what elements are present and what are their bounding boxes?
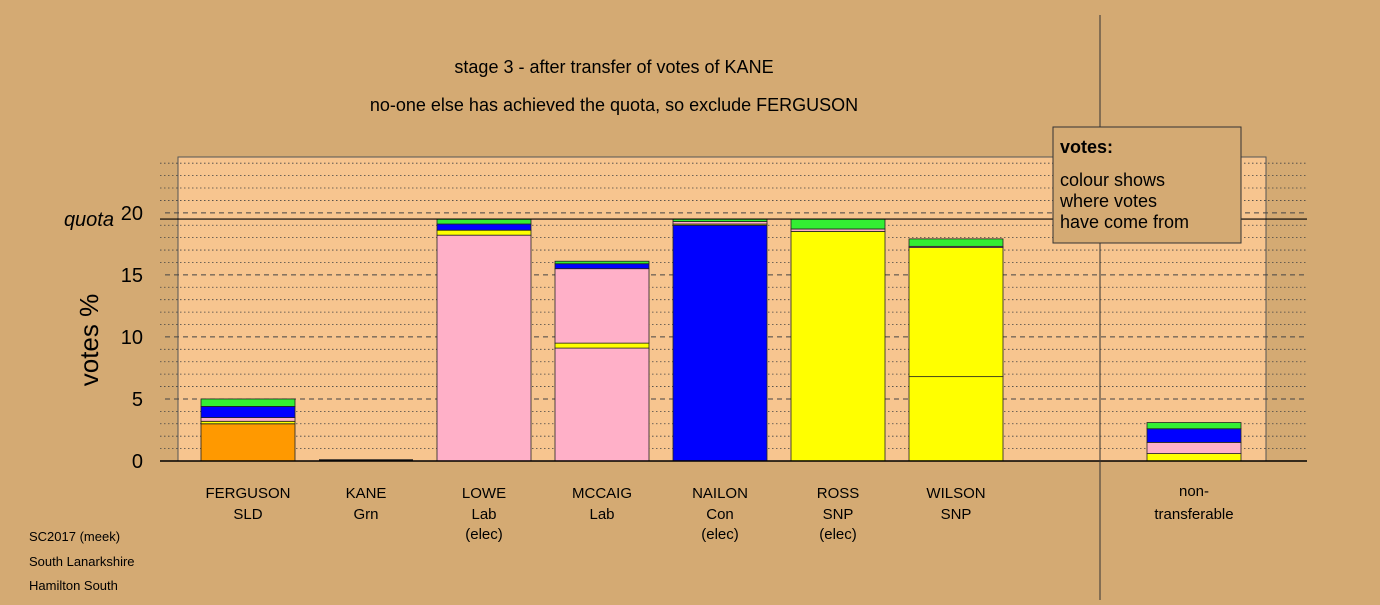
bar-wilson-segment-snp [908,247,1004,378]
x-label-name: NAILON [692,485,748,502]
x-label-elected: (elec) [701,526,739,543]
bar-lowe-segment-con [436,223,532,231]
x-label-party: Grn [353,506,378,523]
y-tick-label: 10 [121,327,143,349]
footer-line-1: SC2017 (meek) [29,529,120,544]
legend-line-3: have come from [1060,212,1189,232]
x-label-nontransferable-1: non- [1179,483,1209,500]
chart-title-line1: stage 3 - after transfer of votes of KAN… [454,57,773,77]
x-label-name: ROSS [817,485,860,502]
bar-ross-segment-grn [790,218,886,230]
x-axis-labels: FERGUSON SLD KANE Grn LOWE Lab (elec) MCCAIG Lab… [205,483,1233,543]
x-label-name: WILSON [926,485,985,502]
legend-box: votes: colour shows where votes have com… [1052,126,1242,244]
bar-mccaig-segment-con [554,263,650,270]
bar-ross-segment-snp [790,231,886,462]
legend-line-1: colour shows [1060,170,1165,190]
x-label-name: KANE [346,485,387,502]
x-label-nontransferable-2: transferable [1154,506,1233,523]
y-tick-label: 5 [132,389,143,411]
x-label-name: MCCAIG [572,485,632,502]
bar-nontransferable-segment-con [1146,428,1242,443]
footer-line-2: South Lanarkshire [29,554,135,569]
bar-nontransferable-segment-lab [1146,441,1242,454]
legend-title: votes: [1060,137,1113,157]
chart-title-line2: no-one else has achieved the quota, so e… [370,95,858,115]
bar-ferguson-segment-sld [200,423,296,462]
y-tick-label: 0 [132,451,143,473]
x-label-name: LOWE [462,485,506,502]
bar-ferguson-segment-grn [200,398,296,407]
bar-mccaig-segment-snp [554,342,650,349]
x-label-party: Lab [589,506,614,523]
y-tick-label: 15 [121,265,143,287]
x-label-party: SNP [823,506,854,523]
bar-wilson-segment-grn [908,238,1004,247]
x-label-party: Con [706,506,734,523]
bars-group [200,218,1242,462]
quota-label: quota [64,209,114,231]
x-label-party: SLD [233,506,262,523]
x-label-elected: (elec) [819,526,857,543]
bar-ferguson-segment-lab [200,417,296,422]
bar-nontransferable-segment-snp [1146,453,1242,462]
x-label-elected: (elec) [465,526,503,543]
bar-mccaig-segment-lab [554,347,650,462]
x-label-party: SNP [941,506,972,523]
bar-nailon-segment-con [672,224,768,462]
bar-lowe-segment-grn [436,218,532,225]
legend-line-2: where votes [1059,191,1157,211]
x-label-party: Lab [471,506,496,523]
bar-nontransferable-segment-grn [1146,422,1242,430]
bar-ferguson-segment-con [200,406,296,418]
footer-line-3: Hamilton South [29,578,118,593]
bar-mccaig-segment-grn [554,260,650,265]
y-axis-label: votes % [74,294,104,387]
bar-wilson-segment-snp [908,376,1004,462]
y-tick-label: 20 [121,203,143,225]
bar-lowe-segment-lab [436,234,532,462]
x-label-name: FERGUSON [205,485,290,502]
bar-lowe-segment-snp [436,229,532,236]
bar-mccaig-segment-lab [554,268,650,344]
